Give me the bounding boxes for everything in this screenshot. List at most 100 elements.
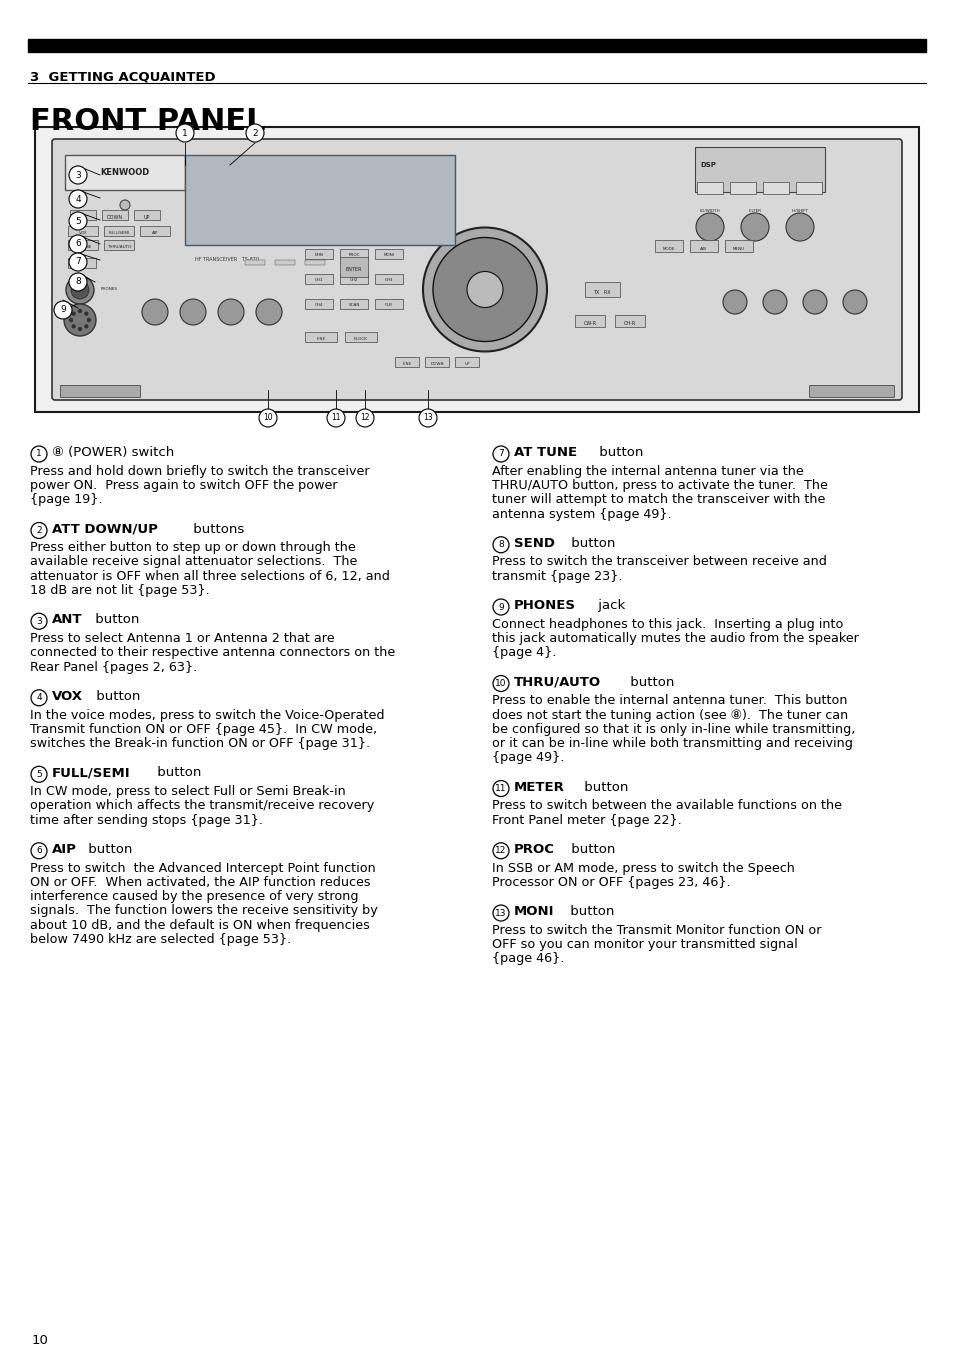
Circle shape [493,676,509,692]
Text: Press to select Antenna 1 or Antenna 2 that are: Press to select Antenna 1 or Antenna 2 t… [30,632,335,644]
Text: CH-R: CH-R [623,322,636,326]
Circle shape [78,309,81,312]
Bar [655,240,682,253]
Text: ATT DOWN/UP: ATT DOWN/UP [52,523,157,535]
Text: OFF so you can monitor your transmitted signal: OFF so you can monitor your transmitted … [492,938,797,951]
Bar [697,182,722,195]
Text: {page 49}.: {page 49}. [492,751,564,765]
Text: PROC: PROC [514,843,555,855]
Bar [68,258,96,267]
Bar [339,299,368,309]
Text: 1: 1 [36,450,42,458]
Bar [339,249,368,259]
Text: button: button [626,676,674,689]
Bar [70,209,96,220]
Bar [104,240,133,250]
Text: 12: 12 [360,413,370,423]
Bar [102,209,128,220]
Text: FULL/SEMI: FULL/SEMI [109,231,130,235]
Bar [28,39,925,51]
Text: button: button [91,613,139,627]
Bar [424,357,449,367]
Bar [455,357,478,367]
Text: 9: 9 [497,603,503,612]
Bar [339,274,368,284]
Text: 11: 11 [495,784,506,793]
Text: Press either button to step up or down through the: Press either button to step up or down t… [30,542,355,554]
Text: ANT: ANT [52,613,82,627]
Text: antenna system {page 49}.: antenna system {page 49}. [492,508,671,520]
Bar [615,315,644,327]
Text: 13: 13 [495,908,506,917]
Text: 13: 13 [423,413,433,423]
Bar [575,315,604,327]
Circle shape [30,843,47,859]
Text: FILTER: FILTER [748,209,760,213]
Circle shape [88,319,91,322]
Text: KENWOOD: KENWOOD [100,168,150,177]
Circle shape [85,312,88,315]
Circle shape [70,319,72,322]
Text: this jack automatically mutes the audio from the speaker: this jack automatically mutes the audio … [492,632,858,644]
Text: THRU/AUTO: THRU/AUTO [514,676,600,689]
Text: 9: 9 [60,305,66,315]
Circle shape [467,272,502,308]
Circle shape [72,324,75,328]
Circle shape [493,536,509,553]
Text: AT TUNE: AT TUNE [514,446,577,459]
Circle shape [493,781,509,797]
Circle shape [30,690,47,705]
Circle shape [66,276,94,304]
Text: Press to switch  the Advanced Intercept Point function: Press to switch the Advanced Intercept P… [30,862,375,874]
Circle shape [69,273,87,290]
Text: 7: 7 [497,450,503,458]
Text: A/B: A/B [700,247,707,251]
Text: Transmit function ON or OFF {page 45}.  In CW mode,: Transmit function ON or OFF {page 45}. I… [30,723,376,736]
Text: DSP: DSP [700,162,715,168]
Circle shape [722,290,746,313]
Text: button: button [595,446,643,459]
Text: button: button [153,766,202,780]
Circle shape [30,446,47,462]
Text: Press and hold down briefly to switch the transceiver: Press and hold down briefly to switch th… [30,465,369,478]
Text: AT TUNE: AT TUNE [74,245,91,249]
Bar [724,240,752,253]
Text: 8: 8 [75,277,81,286]
Bar [375,249,402,259]
Circle shape [120,200,130,209]
Circle shape [69,212,87,230]
Circle shape [433,238,537,342]
Bar [305,332,336,342]
Bar [65,155,185,190]
Bar [345,332,376,342]
Circle shape [69,235,87,253]
Circle shape [30,523,47,539]
Text: PHONES: PHONES [101,286,118,290]
Circle shape [493,598,509,615]
Circle shape [85,324,88,328]
Bar [375,299,402,309]
Text: SEND: SEND [76,263,88,267]
Text: VOX: VOX [78,231,88,235]
Text: DOWN: DOWN [107,215,123,220]
Text: Press to switch the Transmit Monitor function ON or: Press to switch the Transmit Monitor fun… [492,924,821,936]
Text: THRU/AUTO: THRU/AUTO [107,245,132,249]
Bar [305,259,325,265]
Text: 8: 8 [497,540,503,550]
Text: 3: 3 [75,170,81,180]
Circle shape [69,253,87,272]
Text: 6: 6 [36,846,42,855]
Text: button: button [579,781,627,793]
Bar [104,226,133,236]
Bar [695,147,824,192]
Bar [60,385,140,397]
Circle shape [842,290,866,313]
Text: 3: 3 [36,617,42,626]
Circle shape [142,299,168,326]
Text: METER: METER [514,781,564,793]
Bar [584,282,619,297]
Bar [68,240,98,250]
Text: 6: 6 [75,239,81,249]
Text: 4: 4 [75,195,81,204]
Text: MODE: MODE [662,247,675,251]
